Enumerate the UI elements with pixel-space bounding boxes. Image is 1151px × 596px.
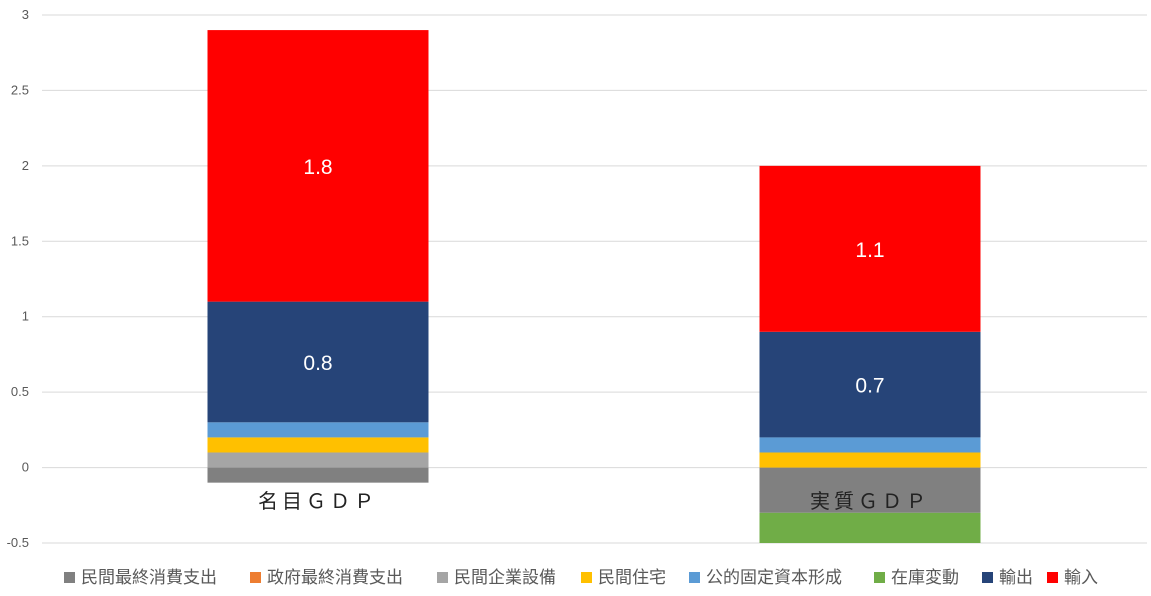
y-tick-label: 2.5 bbox=[11, 82, 29, 97]
legend-swatch bbox=[874, 572, 885, 583]
bar-segment bbox=[759, 512, 981, 543]
legend-swatch bbox=[581, 572, 592, 583]
y-axis: -0.5 0 0.5 1 1.5 2 2.5 3 bbox=[7, 7, 29, 550]
legend-label: 民間住宅 bbox=[598, 568, 666, 588]
y-tick-label: 3 bbox=[22, 7, 29, 22]
bar-segment bbox=[207, 467, 429, 483]
legend-label: 民間企業設備 bbox=[454, 568, 556, 588]
data-labels: 0.8 0.7 1.8 1.1 bbox=[303, 156, 884, 398]
bar-segment bbox=[207, 30, 429, 302]
category-label: 名目ＧＤＰ bbox=[258, 489, 378, 513]
legend-swatch bbox=[250, 572, 261, 583]
y-tick-label: -0.5 bbox=[7, 535, 29, 550]
y-tick-label: 2 bbox=[22, 158, 29, 173]
bar-segment bbox=[759, 165, 981, 332]
legend-swatch bbox=[64, 572, 75, 583]
bar-segment bbox=[207, 301, 429, 423]
data-label: 0.7 bbox=[855, 375, 884, 398]
bar-segment bbox=[759, 331, 981, 438]
y-tick-label: 1.5 bbox=[11, 233, 29, 248]
bar-segment bbox=[759, 437, 981, 453]
category-labels: 名目ＧＤＰ 実質ＧＤＰ bbox=[258, 489, 930, 513]
data-label: 1.1 bbox=[855, 239, 884, 262]
legend-swatch bbox=[689, 572, 700, 583]
legend-label: 民間最終消費支出 bbox=[81, 568, 217, 588]
bar-segment bbox=[759, 452, 981, 468]
legend-label: 在庫変動 bbox=[891, 568, 959, 588]
legend-label: 公的固定資本形成 bbox=[706, 568, 842, 588]
legend-swatch bbox=[437, 572, 448, 583]
y-tick-label: 0 bbox=[22, 460, 29, 475]
bar-segment bbox=[759, 467, 981, 513]
data-label: 0.8 bbox=[303, 352, 332, 375]
y-tick-label: 1 bbox=[22, 309, 29, 324]
bars bbox=[207, 30, 981, 543]
legend-swatch bbox=[982, 572, 993, 583]
data-label: 1.8 bbox=[303, 156, 332, 179]
legend: 民間最終消費支出 政府最終消費支出 民間企業設備 民間住宅 公的固定資本形成 在庫変動 輸出… bbox=[64, 568, 1098, 588]
bar-segment bbox=[207, 452, 429, 468]
category-label: 実質ＧＤＰ bbox=[810, 489, 930, 513]
legend-swatch bbox=[1047, 572, 1058, 583]
y-tick-label: 0.5 bbox=[11, 384, 29, 399]
bar-segment bbox=[207, 422, 429, 438]
legend-label: 輸出 bbox=[999, 568, 1033, 588]
legend-label: 政府最終消費支出 bbox=[267, 568, 403, 588]
legend-label: 輸入 bbox=[1064, 568, 1098, 588]
bar-segment bbox=[207, 437, 429, 453]
